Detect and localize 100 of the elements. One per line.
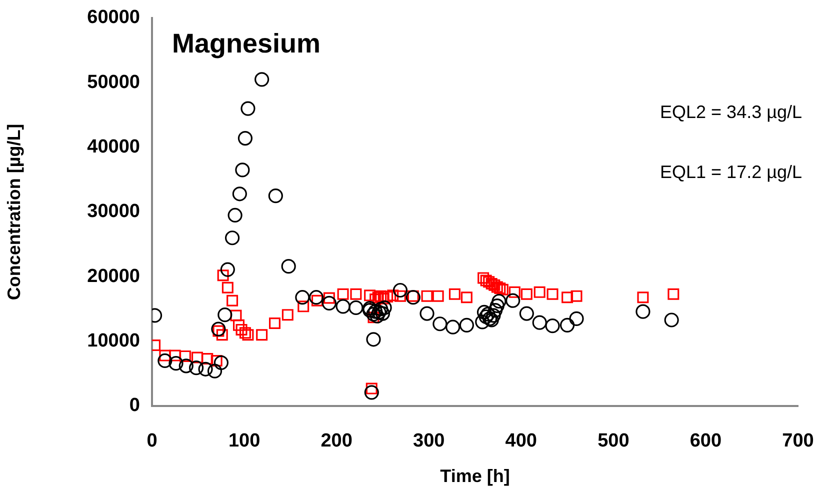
chart-title: Magnesium: [172, 28, 321, 58]
x-axis-title: Time [h]: [440, 466, 510, 486]
point: [569, 311, 584, 326]
point: [406, 290, 420, 305]
point: [520, 288, 532, 300]
point: [366, 332, 381, 347]
point: [323, 292, 335, 304]
point: [448, 288, 460, 300]
y-tick-label: 0: [129, 395, 140, 416]
y-tick-label: 10000: [87, 330, 140, 352]
point: [216, 329, 228, 341]
point: [637, 292, 649, 304]
point: [490, 298, 504, 314]
x-tick-label: 200: [320, 430, 352, 452]
point: [178, 358, 194, 374]
point: [532, 315, 547, 330]
point: [459, 318, 474, 332]
point: [211, 322, 226, 336]
point: [295, 290, 310, 305]
point: [336, 299, 350, 314]
point: [392, 282, 408, 298]
point: [420, 306, 434, 321]
point: [421, 290, 433, 302]
point: [159, 350, 171, 362]
point: [207, 364, 222, 378]
y-tick-label: 30000: [87, 201, 140, 222]
x-tick-label: 400: [505, 430, 537, 452]
point: [308, 290, 324, 305]
point: [506, 293, 520, 308]
point: [311, 294, 323, 306]
point: [281, 259, 296, 274]
y-tick-label: 40000: [87, 136, 140, 158]
point: [480, 274, 492, 286]
point: [375, 290, 387, 302]
point: [268, 188, 283, 204]
point: [191, 352, 203, 364]
point: [496, 284, 508, 296]
point: [432, 316, 448, 332]
point: [366, 382, 378, 394]
point: [476, 304, 492, 320]
point: [233, 319, 244, 331]
point: [407, 290, 419, 302]
point: [350, 288, 362, 300]
point: [214, 355, 229, 370]
point: [202, 353, 214, 365]
point: [519, 306, 534, 321]
y-axis-title: Concentration [µg/L]: [4, 124, 24, 300]
point: [217, 270, 229, 282]
point: [322, 296, 336, 310]
point: [282, 309, 294, 321]
x-tick-label: 100: [228, 430, 260, 452]
y-tick-label: 20000: [87, 266, 140, 287]
point: [545, 318, 560, 334]
point: [239, 327, 251, 339]
x-tick-label: 600: [690, 430, 722, 452]
point: [212, 325, 224, 337]
point: [348, 300, 364, 316]
point: [240, 101, 256, 116]
point: [242, 329, 254, 341]
y-tick-label: 50000: [87, 72, 140, 93]
point: [210, 354, 222, 366]
point: [188, 360, 204, 376]
point: [636, 304, 650, 319]
point: [546, 288, 558, 300]
point: [158, 353, 172, 368]
point: [570, 290, 582, 302]
point: [298, 300, 310, 312]
point: [432, 290, 444, 302]
point: [668, 288, 680, 300]
point: [179, 350, 191, 362]
point: [198, 362, 213, 376]
point: [491, 281, 503, 293]
x-tick-label: 300: [413, 430, 445, 452]
annotation: EQL2 = 34.3 µg/L: [660, 102, 802, 122]
point: [254, 72, 270, 87]
point: [460, 292, 472, 304]
point: [256, 329, 268, 341]
point: [375, 306, 390, 321]
point: [226, 294, 238, 306]
point: [382, 290, 394, 302]
point: [230, 310, 242, 322]
point: [446, 320, 460, 334]
point: [494, 282, 506, 294]
point: [236, 324, 248, 336]
point: [337, 288, 349, 300]
y-tick-label: 60000: [87, 7, 140, 28]
point: [377, 300, 392, 316]
point: [168, 356, 184, 371]
point: [508, 286, 520, 298]
point: [224, 230, 240, 246]
point: [492, 294, 506, 309]
point: [364, 290, 376, 302]
point: [364, 385, 379, 400]
point: [534, 286, 546, 298]
point: [560, 318, 575, 332]
x-tick-label: 500: [598, 430, 630, 452]
point: [228, 208, 242, 223]
point: [268, 317, 280, 329]
x-tick-label: 0: [146, 430, 158, 452]
point: [218, 308, 232, 322]
